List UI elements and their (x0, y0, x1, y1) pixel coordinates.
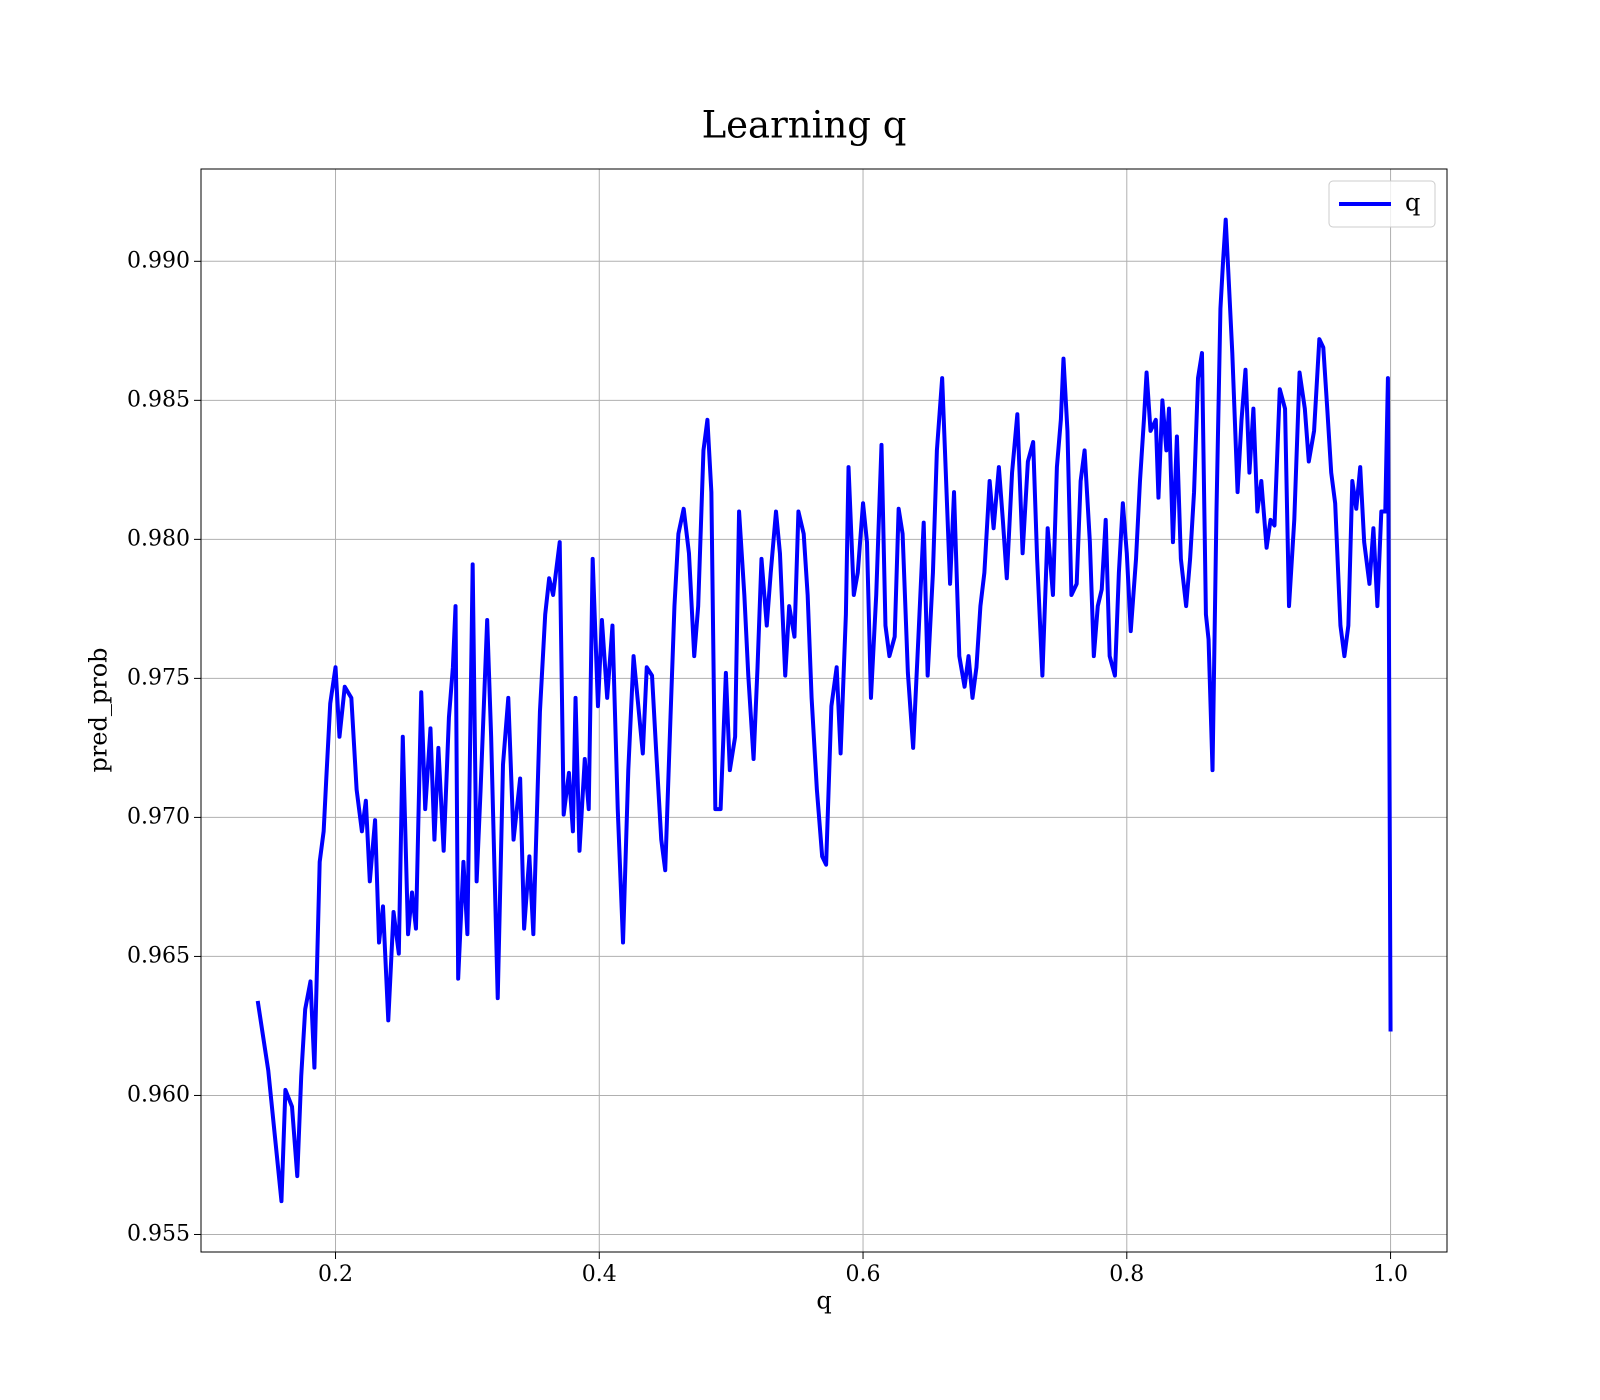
y-tick-label: 0.955 (127, 1221, 190, 1246)
y-tick-label: 0.985 (127, 387, 190, 412)
chart-title: Learning q (702, 104, 907, 147)
x-tick-label: 1.0 (1373, 1262, 1408, 1287)
y-tick-label: 0.960 (127, 1082, 190, 1107)
x-tick-label: 0.6 (846, 1262, 881, 1287)
legend: q (1328, 180, 1436, 228)
plot-frame (200, 168, 1448, 1253)
legend-label: q (1405, 189, 1420, 217)
x-tick-label: 0.8 (1109, 1262, 1144, 1287)
y-axis-label: pred_prob (85, 647, 113, 772)
y-tick-label: 0.980 (127, 526, 190, 551)
x-tick-label: 0.4 (582, 1262, 617, 1287)
y-tick-label: 0.975 (127, 665, 190, 690)
x-tick-label: 0.2 (318, 1262, 353, 1287)
y-tick-label: 0.965 (127, 943, 190, 968)
x-axis-label: q (816, 1287, 831, 1315)
y-tick-label: 0.990 (127, 248, 190, 273)
data-line (255, 217, 1393, 1204)
y-tick-label: 0.970 (127, 804, 190, 829)
